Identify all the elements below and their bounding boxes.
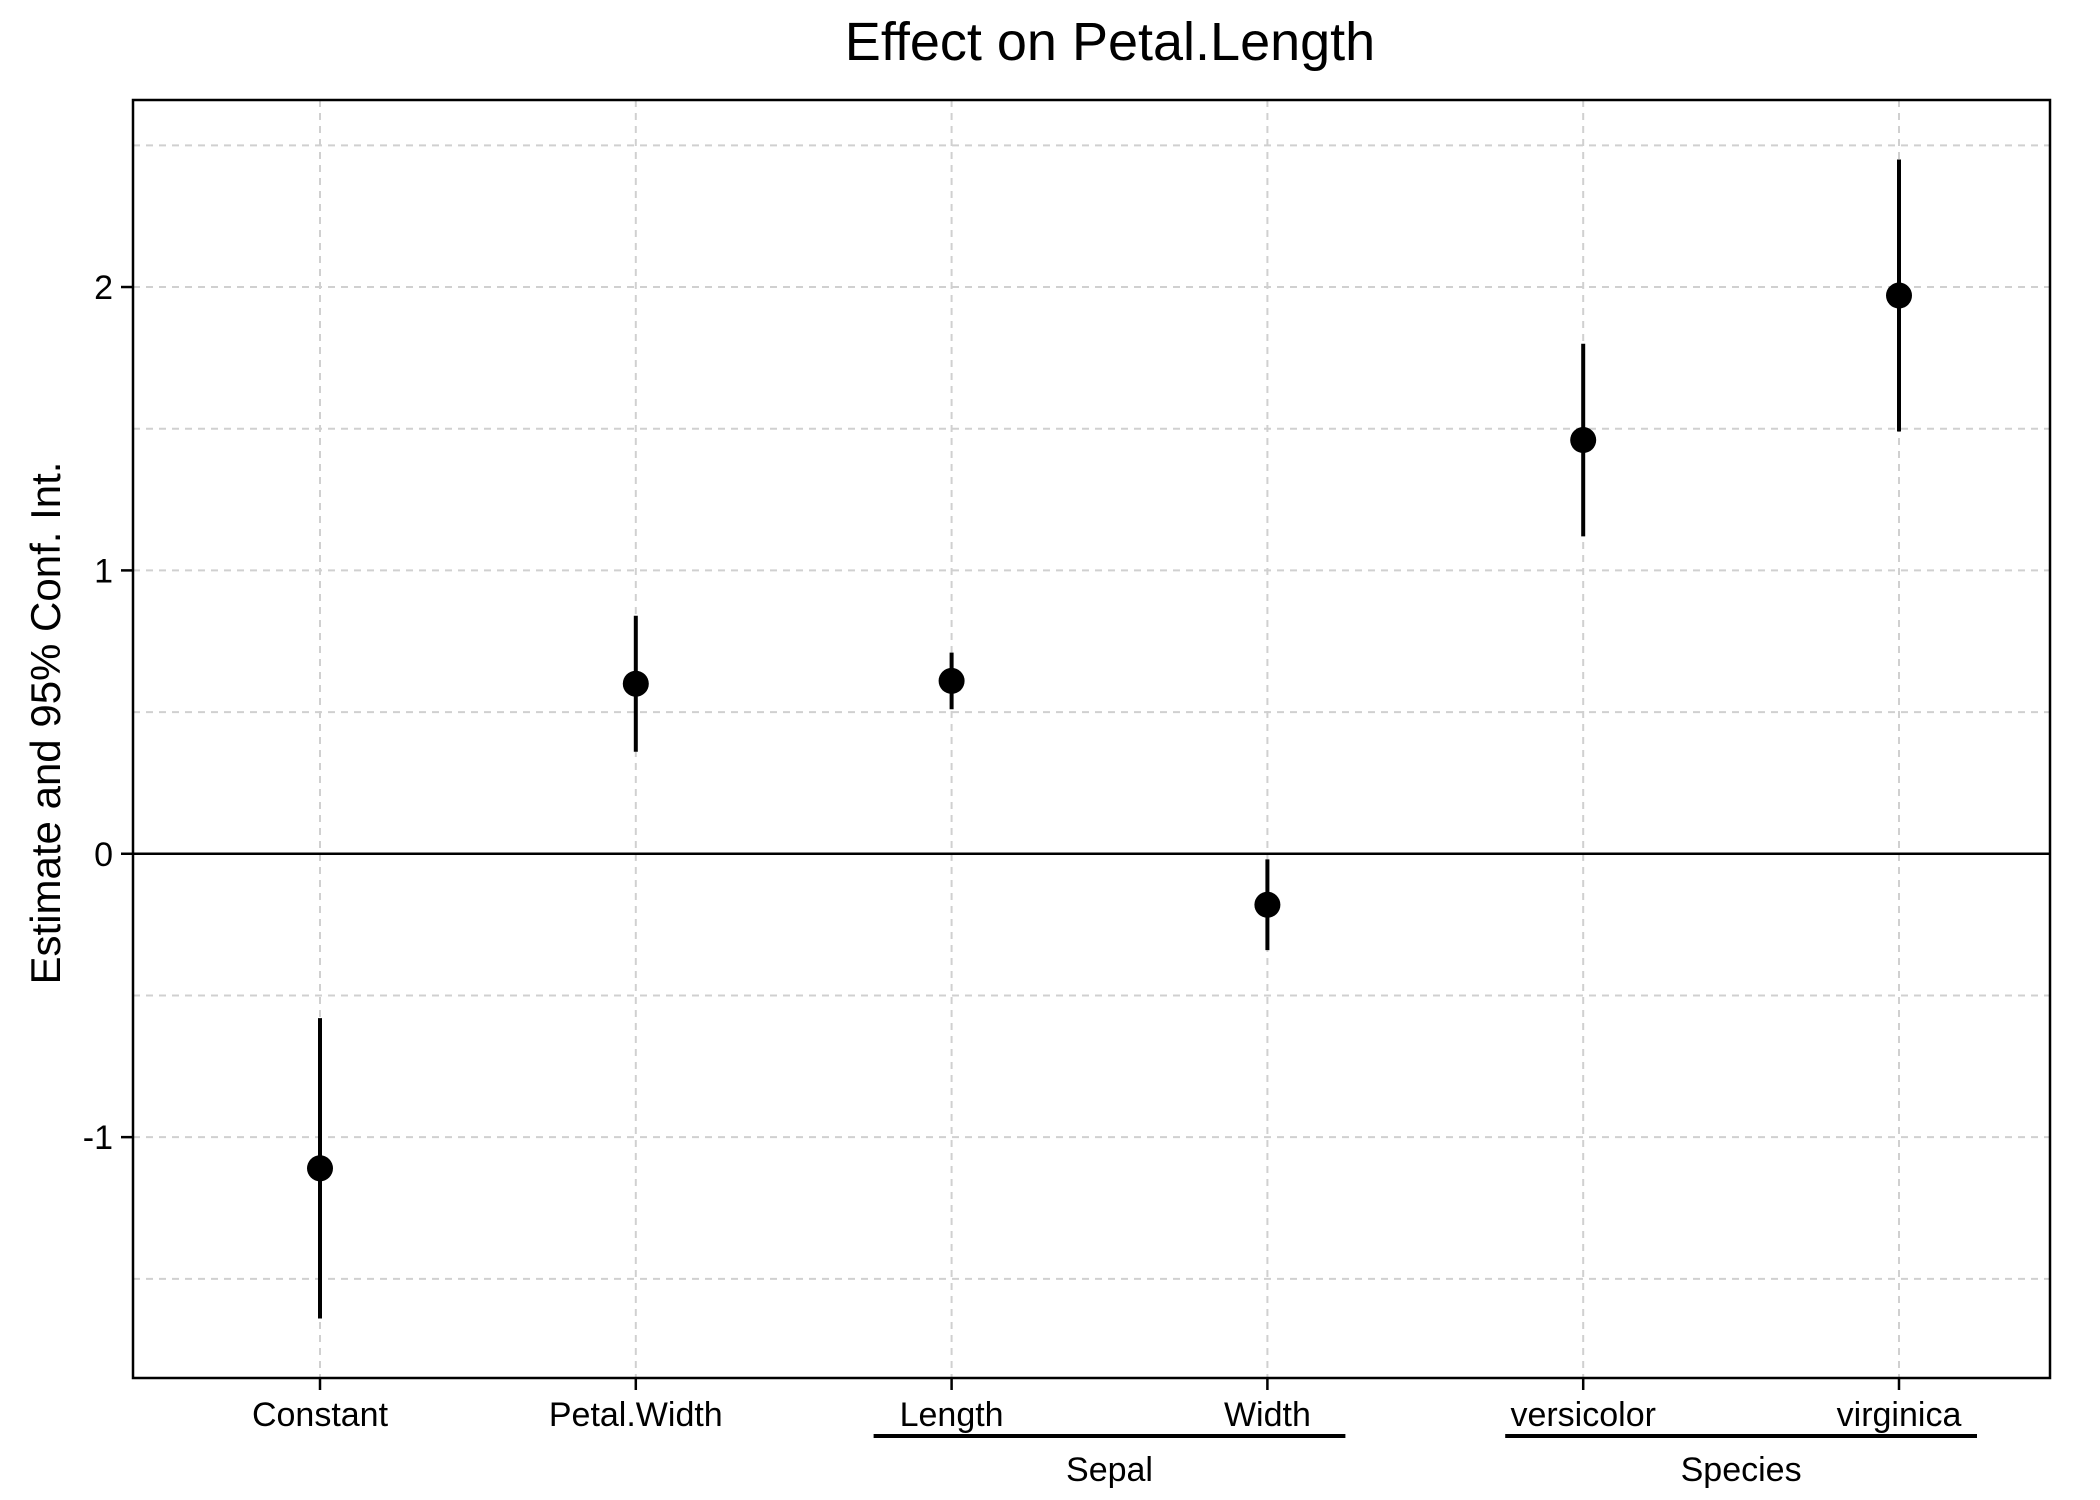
estimate-point bbox=[1570, 427, 1597, 454]
estimate-marks bbox=[307, 159, 1912, 1319]
y-tick-label: 1 bbox=[94, 552, 113, 590]
estimate-point bbox=[1254, 891, 1281, 918]
y-axis-ticks: -1 0 1 2 bbox=[83, 269, 133, 1157]
x-tick-label: Petal.Width bbox=[549, 1396, 723, 1434]
x-tick-label: Width bbox=[1224, 1396, 1311, 1434]
x-axis-groups: Sepal Species bbox=[873, 1434, 1977, 1489]
y-tick-label: -1 bbox=[83, 1119, 113, 1157]
x-axis-ticks: Constant Petal.Width Length Width versicolor… bbox=[252, 1378, 1961, 1434]
estimate-point bbox=[938, 667, 965, 694]
x-tick-label: versicolor bbox=[1510, 1396, 1655, 1434]
estimate-point bbox=[1886, 282, 1912, 309]
x-tick-label: Length bbox=[900, 1396, 1004, 1434]
group-label: Species bbox=[1681, 1451, 1802, 1489]
group-label: Sepal bbox=[1066, 1451, 1153, 1489]
y-axis-label: Estimate and 95% Conf. Int. bbox=[22, 462, 69, 985]
estimate-point bbox=[307, 1155, 333, 1182]
y-tick-label: 2 bbox=[94, 269, 113, 307]
y-tick-label: 0 bbox=[94, 836, 113, 874]
x-tick-label: Constant bbox=[252, 1396, 389, 1434]
x-tick-label: virginica bbox=[1837, 1396, 1962, 1434]
estimate-point bbox=[622, 670, 649, 697]
chart-title: Effect on Petal.Length bbox=[845, 12, 1375, 72]
plot-frame bbox=[131, 98, 2052, 1380]
